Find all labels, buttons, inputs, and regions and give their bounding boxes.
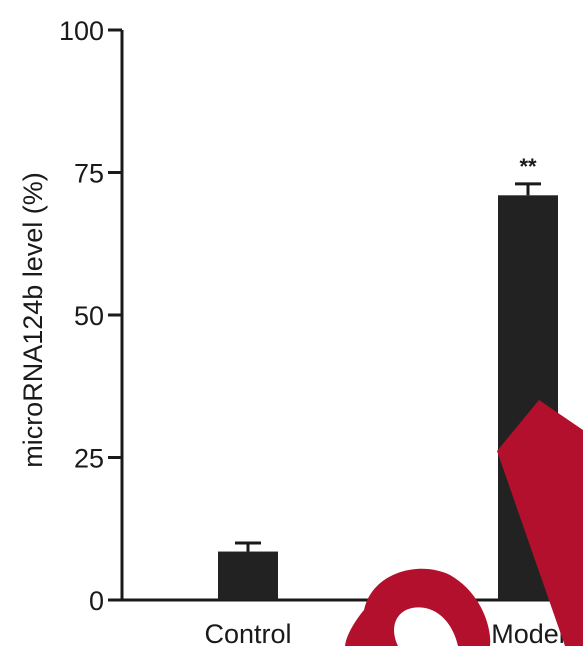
bar-control bbox=[218, 551, 278, 600]
y-tick-label: 100 bbox=[59, 16, 104, 46]
bars-group: ** bbox=[218, 154, 558, 601]
y-tick-label: 0 bbox=[89, 586, 104, 616]
y-tick-label: 75 bbox=[74, 159, 104, 189]
y-tick-label: 50 bbox=[74, 301, 104, 331]
y-tick-label: 25 bbox=[74, 444, 104, 474]
y-ticks: 0 25 50 75 100 bbox=[59, 16, 122, 616]
category-label-model: Model bbox=[491, 619, 565, 646]
category-labels: Control Model bbox=[204, 619, 564, 646]
y-axis-title: microRNA124b level (%) bbox=[18, 172, 48, 468]
category-label-control: Control bbox=[204, 619, 291, 646]
red-checkmark-overlay bbox=[345, 400, 583, 646]
significance-label: ** bbox=[519, 154, 537, 179]
